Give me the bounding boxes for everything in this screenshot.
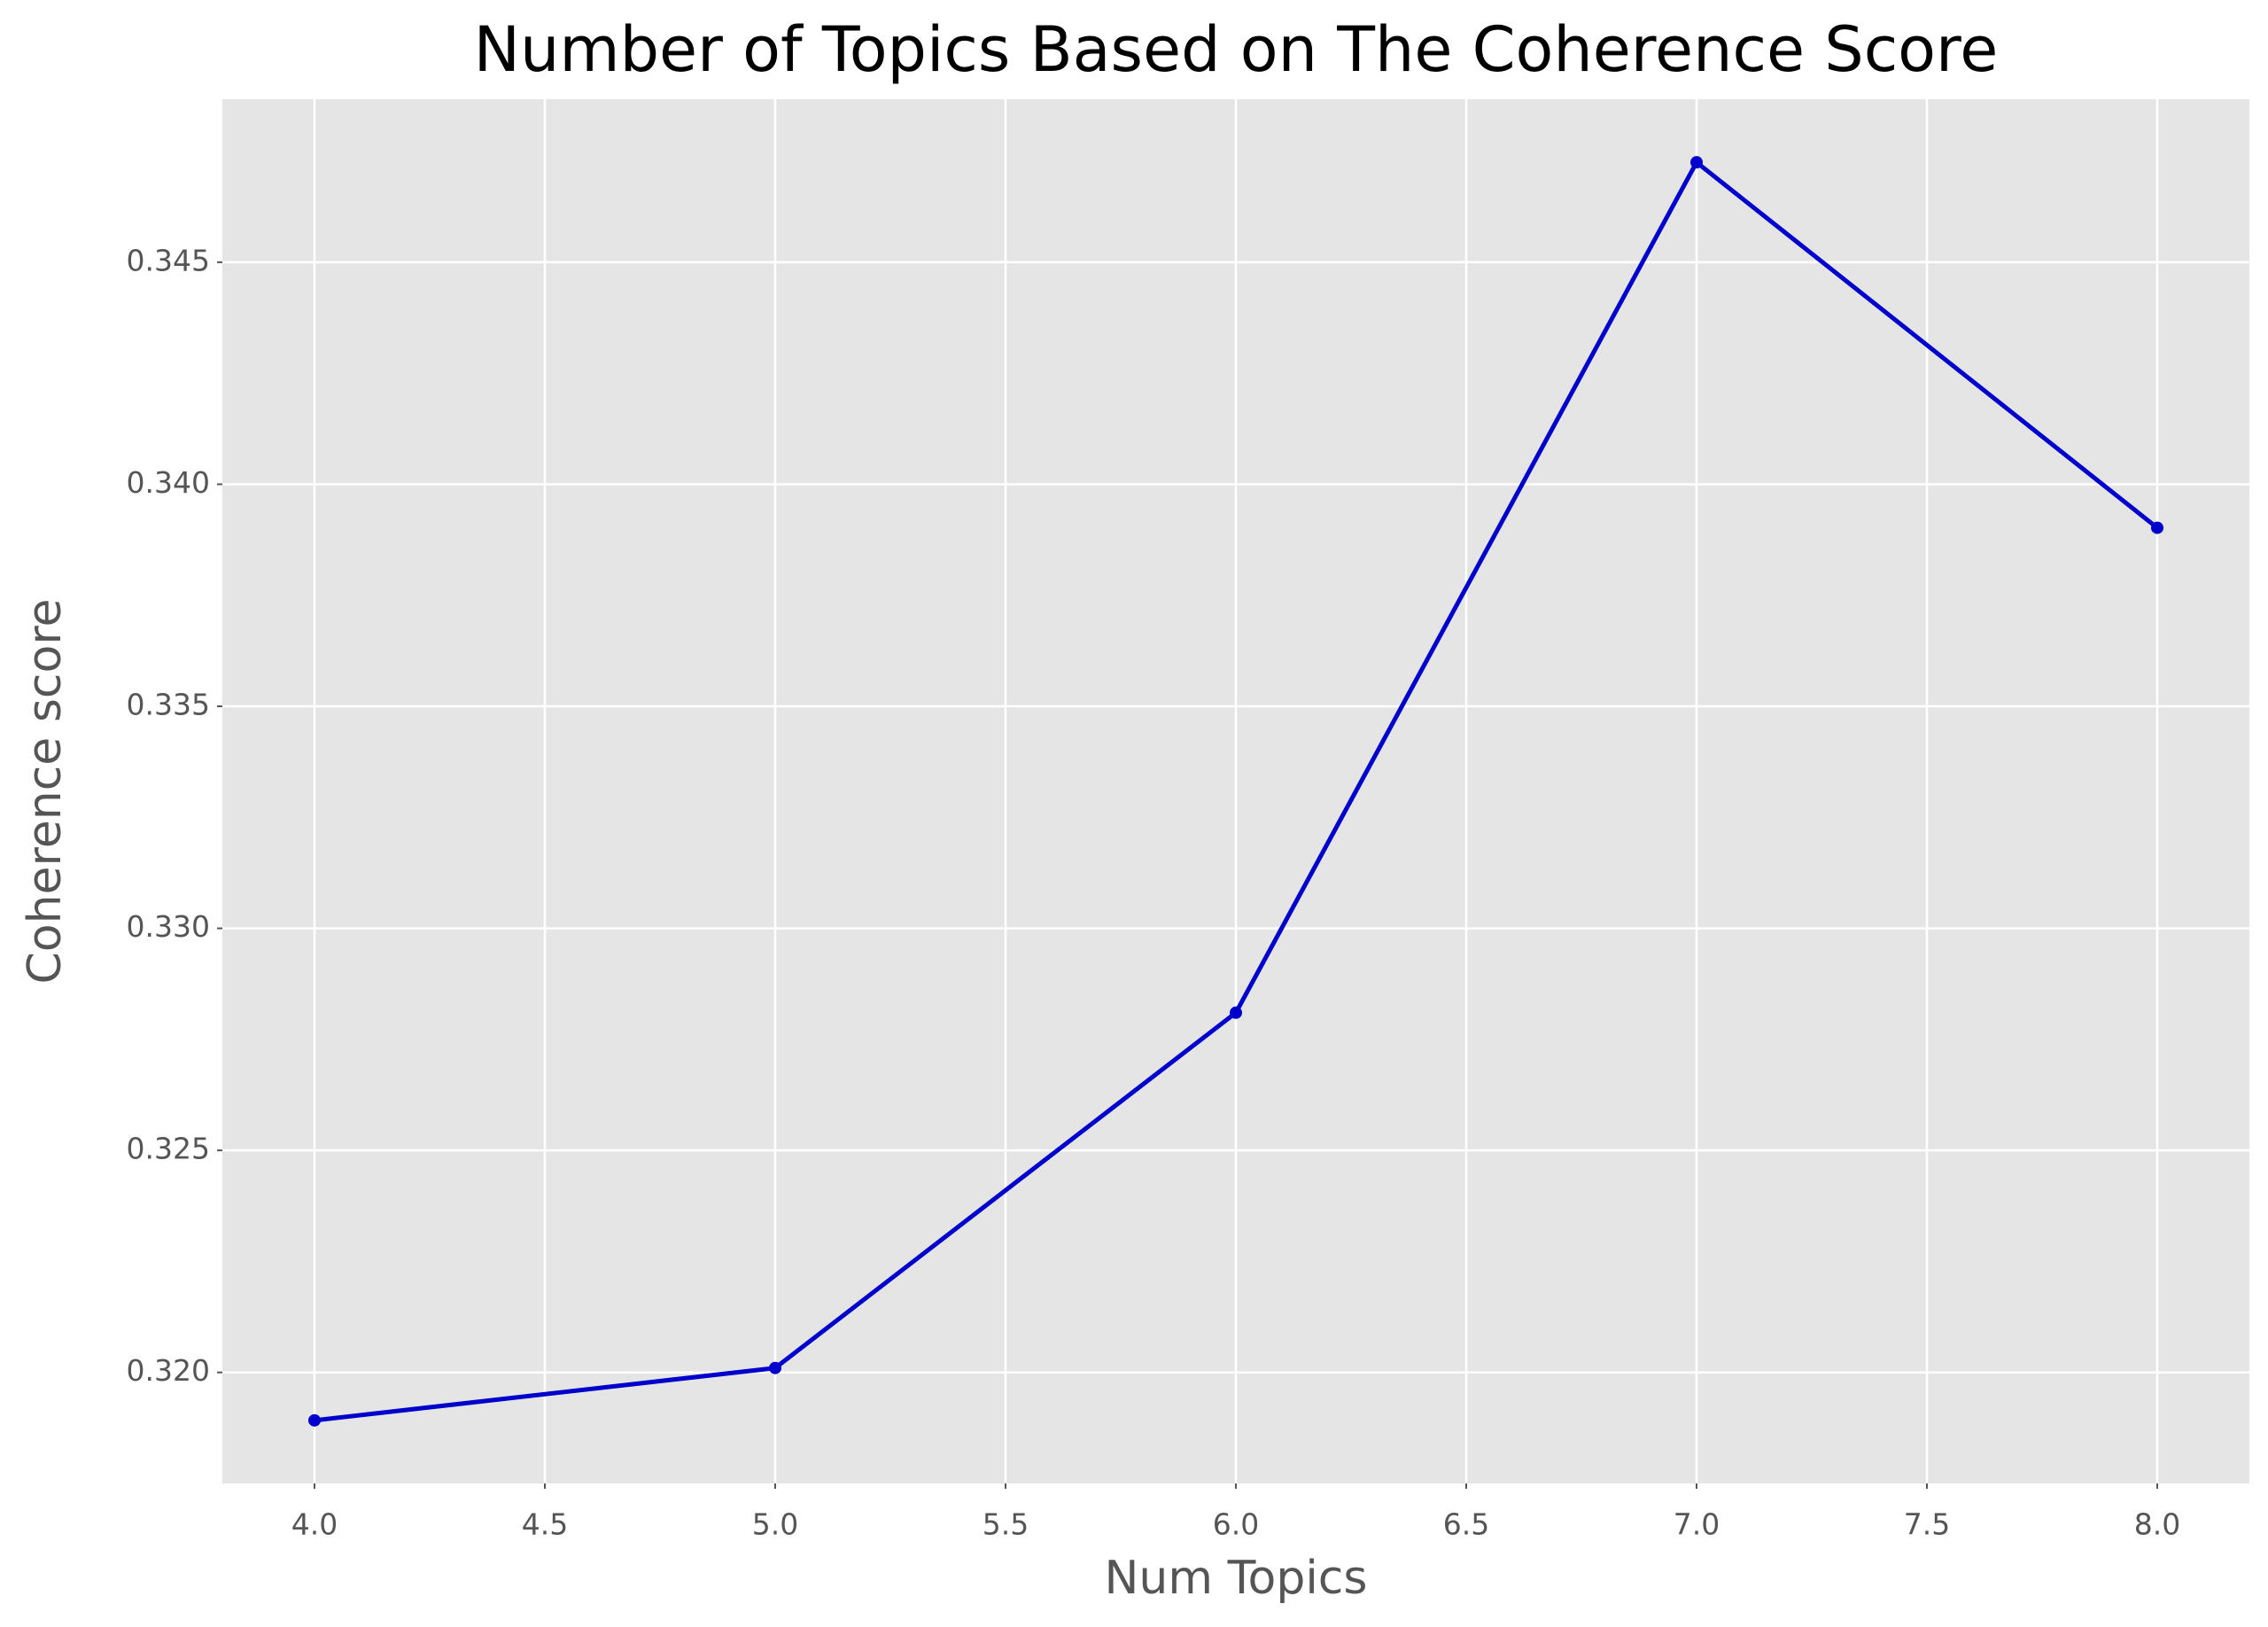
x-tick-label: 8.0 (2134, 1507, 2180, 1542)
data-point (1230, 1006, 1242, 1019)
chart-title: Number of Topics Based on The Coherence … (474, 13, 1999, 86)
data-point (1690, 156, 1703, 169)
x-tick-label: 4.5 (522, 1507, 568, 1542)
x-tick-label: 5.0 (752, 1507, 798, 1542)
y-tick-label: 0.325 (127, 1132, 210, 1166)
y-tick-label: 0.335 (127, 688, 210, 722)
data-point (769, 1361, 781, 1374)
x-tick-label: 7.0 (1674, 1507, 1720, 1542)
y-tick-label: 0.330 (127, 909, 210, 944)
y-tick-label: 0.340 (127, 465, 210, 500)
x-axis-label: Num Topics (1105, 1552, 1368, 1605)
x-tick-label: 6.0 (1213, 1507, 1259, 1542)
data-point (2151, 521, 2163, 534)
x-tick-label: 4.0 (291, 1507, 338, 1542)
data-point (308, 1413, 321, 1427)
y-tick-label: 0.345 (127, 243, 210, 277)
x-tick-label: 7.5 (1904, 1507, 1950, 1542)
x-tick-label: 5.5 (983, 1507, 1029, 1542)
x-tick-label: 6.5 (1443, 1507, 1489, 1542)
y-tick-label: 0.320 (127, 1353, 210, 1388)
y-axis-label: Coherence score (19, 598, 72, 984)
